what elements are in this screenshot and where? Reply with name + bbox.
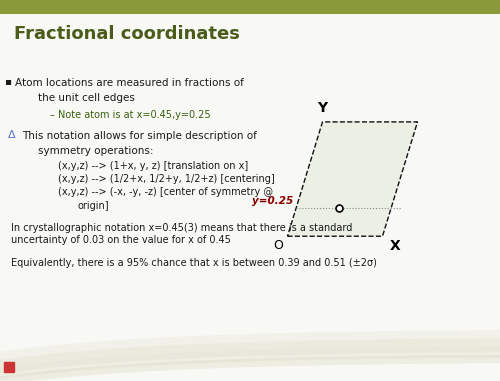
Text: (x,y,z) --> (-x, -y, -z) [center of symmetry @: (x,y,z) --> (-x, -y, -z) [center of symm…: [58, 187, 272, 197]
Text: O: O: [274, 239, 283, 252]
Text: Fractional coordinates: Fractional coordinates: [14, 25, 240, 43]
Text: origin]: origin]: [78, 201, 109, 211]
Text: ▪: ▪: [4, 76, 11, 86]
Text: This notation allows for simple description of: This notation allows for simple descript…: [22, 131, 258, 141]
Text: symmetry operations:: symmetry operations:: [38, 146, 153, 156]
Text: X: X: [390, 239, 400, 253]
Text: (x,y,z) --> (1/2+x, 1/2+y, 1/2+z) [centering]: (x,y,z) --> (1/2+x, 1/2+y, 1/2+z) [cente…: [58, 174, 274, 184]
Text: uncertainty of 0.03 on the value for x of 0.45: uncertainty of 0.03 on the value for x o…: [11, 235, 231, 245]
Text: – Note atom is at x=0.45,y=0.25: – Note atom is at x=0.45,y=0.25: [50, 110, 210, 120]
Text: Δ: Δ: [8, 130, 15, 140]
Text: the unit cell edges: the unit cell edges: [38, 93, 134, 103]
Polygon shape: [288, 122, 418, 236]
Text: y=0.25: y=0.25: [252, 196, 294, 206]
Text: (x,y,z) --> (1+x, y, z) [translation on x]: (x,y,z) --> (1+x, y, z) [translation on …: [58, 161, 248, 171]
Text: Y: Y: [318, 101, 328, 115]
Text: In crystallographic notation x=0.45(3) means that there is a standard: In crystallographic notation x=0.45(3) m…: [11, 223, 352, 233]
Text: Atom locations are measured in fractions of: Atom locations are measured in fractions…: [15, 78, 244, 88]
Bar: [0, 0, 500, 14]
Text: Equivalently, there is a 95% chance that x is between 0.39 and 0.51 (±2σ): Equivalently, there is a 95% chance that…: [11, 258, 377, 268]
